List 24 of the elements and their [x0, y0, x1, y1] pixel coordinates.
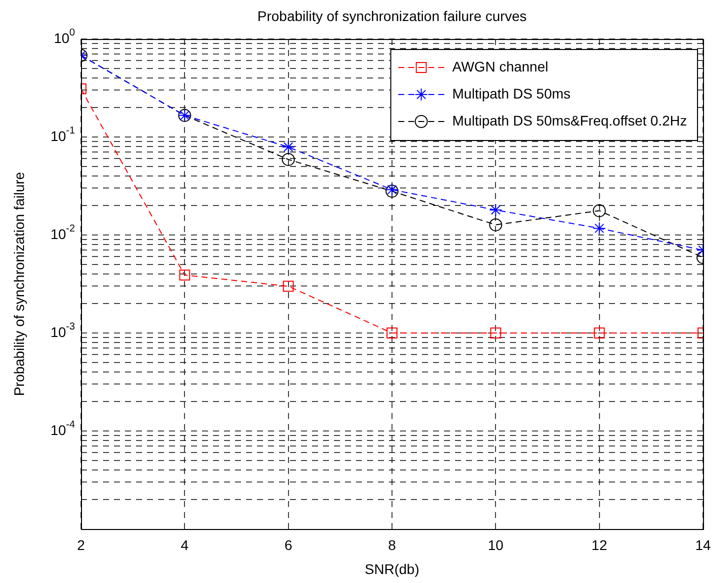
point: [592, 222, 606, 235]
x-tick-label: 4: [180, 536, 189, 553]
x-tick-label: 12: [592, 536, 608, 553]
legend-label: AWGN channel: [452, 58, 548, 74]
x-tick-label: 6: [284, 536, 292, 553]
point: [282, 280, 294, 292]
point: [594, 328, 605, 338]
point: [489, 203, 502, 216]
x-axis-title: SNR(db): [364, 560, 420, 577]
point: [179, 270, 190, 281]
point: [489, 218, 502, 232]
x-tick-label: 14: [695, 536, 711, 553]
x-tick-label: 2: [77, 536, 86, 553]
x-tick-label: 10: [488, 536, 504, 553]
legend-label: Multipath DS 50ms: [452, 85, 571, 102]
point: [282, 140, 295, 154]
legend-label: Multipath DS 50ms&Freq.offset 0.2Hz: [452, 112, 687, 128]
point: [490, 328, 502, 338]
chart-title: Probability of synchronization failure curves: [257, 8, 527, 24]
point: [386, 328, 398, 338]
y-axis-title: Probability of synchronization failure: [10, 172, 27, 396]
x-tick-label: 8: [388, 536, 396, 553]
point: [592, 204, 606, 218]
point: [282, 152, 295, 166]
